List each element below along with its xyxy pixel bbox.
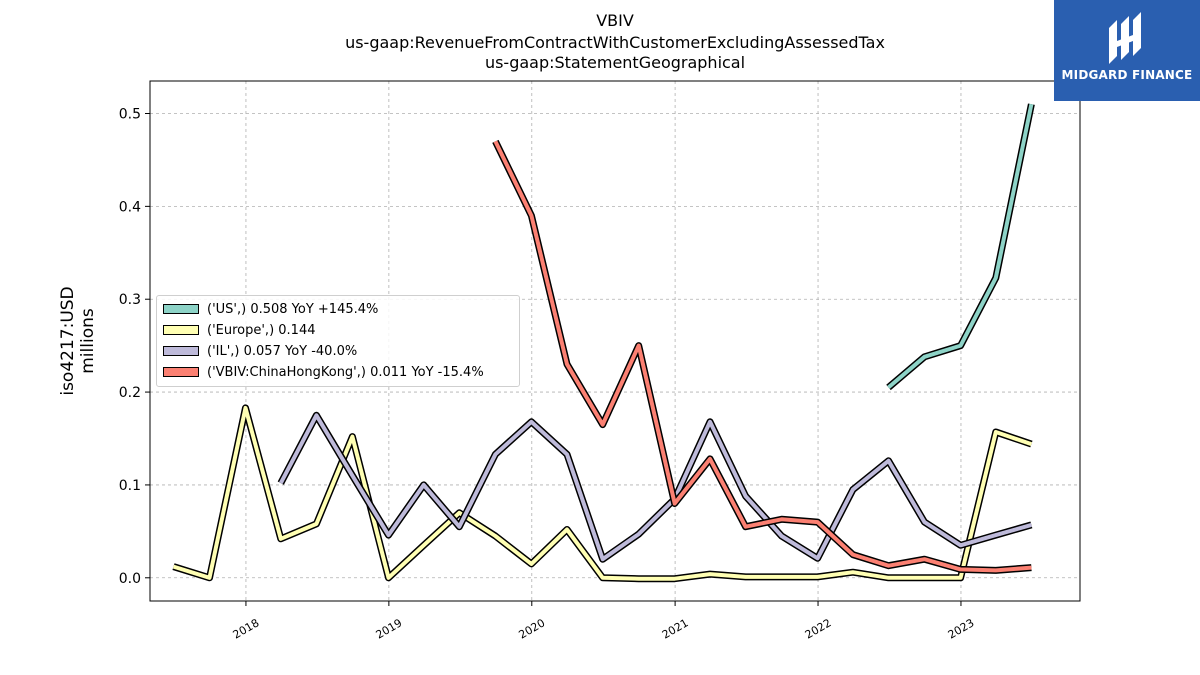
legend-item-il: ('IL',) 0.057 YoY -40.0%: [163, 342, 357, 360]
legend-swatch-europe: [163, 325, 199, 335]
y-tick-label: 0.1: [119, 478, 141, 494]
legend-label-chinahongkong: ('VBIV:ChinaHongKong',) 0.011 YoY -15.4%: [207, 364, 484, 380]
y-axis-label-line: iso4217:USD: [58, 286, 78, 395]
legend-item-us: ('US',) 0.508 YoY +145.4%: [163, 300, 378, 318]
legend-item-chinahongkong: ('VBIV:ChinaHongKong',) 0.011 YoY -15.4%: [163, 363, 484, 381]
chart-title: VBIV: [596, 11, 634, 30]
watermark-logo: MIDGARD FINANCE: [1054, 0, 1200, 101]
y-tick-label: 0.0: [119, 571, 141, 587]
y-tick-label: 0.4: [119, 199, 141, 215]
x-tick-label: 2021: [660, 616, 691, 641]
legend-swatch-chinahongkong: [163, 367, 199, 377]
legend-item-europe: ('Europe',) 0.144: [163, 321, 316, 339]
midgard-logo-icon: [1109, 12, 1141, 64]
chart-subtitle-1: us-gaap:RevenueFromContractWithCustomerE…: [345, 33, 885, 52]
legend-label-europe: ('Europe',) 0.144: [207, 322, 316, 338]
y-axis-label: iso4217:USD millions: [58, 286, 98, 395]
watermark-text: MIDGARD FINANCE: [1061, 68, 1193, 82]
y-axis-label-line: millions: [78, 308, 98, 374]
series-line-1: [172, 405, 1033, 581]
legend-swatch-il: [163, 346, 199, 356]
series-outline-3: [492, 139, 1032, 574]
y-tick-label: 0.3: [119, 292, 141, 308]
x-tick-label: 2023: [946, 616, 977, 641]
legend-label-il: ('IL',) 0.057 YoY -40.0%: [207, 343, 358, 359]
x-tick-label: 2018: [231, 616, 262, 641]
series-layer: [172, 103, 1035, 583]
series-line-3: [493, 140, 1032, 573]
x-tick-label: 2019: [374, 616, 405, 641]
legend-label-us: ('US',) 0.508 YoY +145.4%: [207, 301, 379, 317]
x-tick-label: 2022: [803, 616, 834, 641]
x-tick-label: 2020: [517, 616, 548, 641]
y-tick-label: 0.2: [119, 385, 141, 401]
series-line-2: [279, 413, 1032, 562]
y-tick-label: 0.5: [119, 107, 141, 123]
series-line-0: [887, 103, 1034, 389]
legend-swatch-us: [163, 304, 199, 314]
legend: ('US',) 0.508 YoY +145.4% ('Europe',) 0.…: [156, 295, 520, 387]
chart-subtitle-2: us-gaap:StatementGeographical: [484, 53, 746, 72]
plot-frame: [149, 80, 1081, 602]
